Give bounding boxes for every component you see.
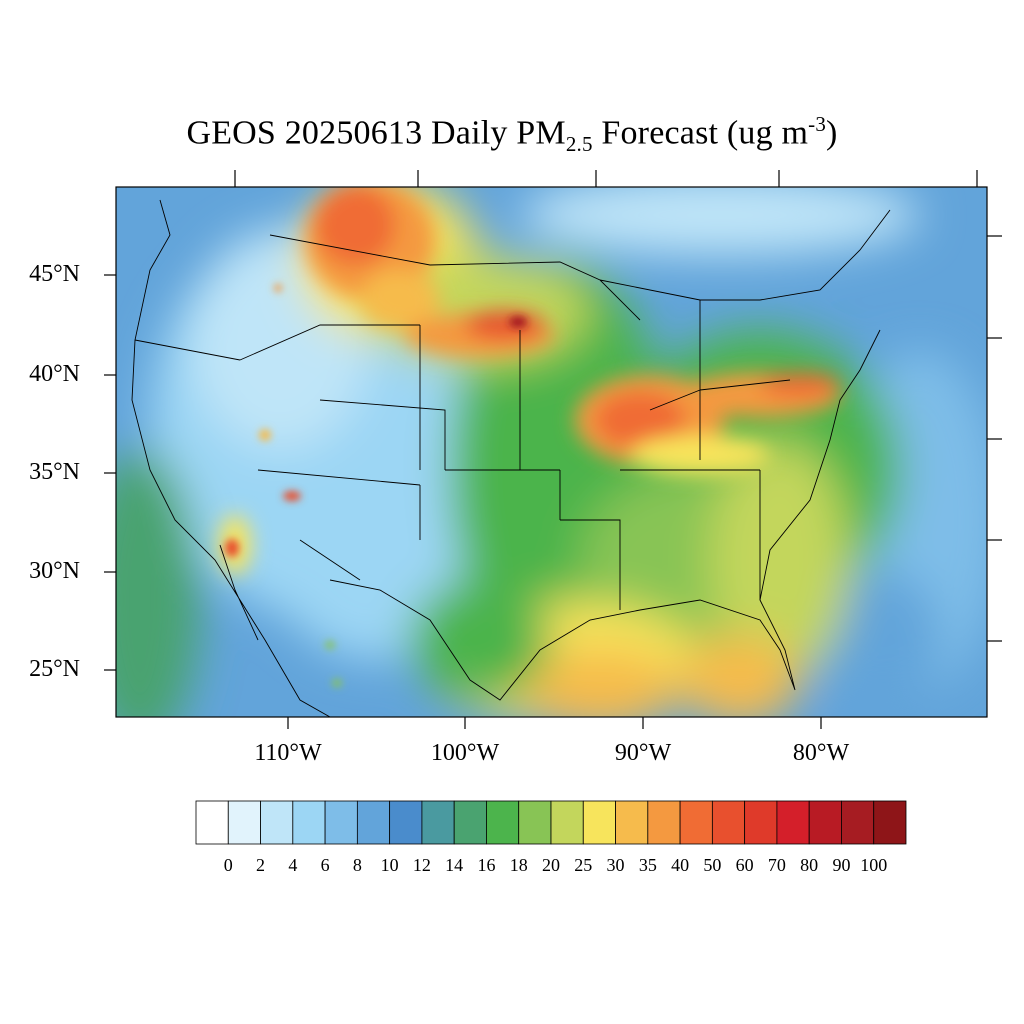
colorbar-swatch (841, 800, 875, 845)
colorbar-swatch (647, 800, 681, 845)
colorbar-swatch (550, 800, 584, 845)
colorbar-label: 30 (606, 855, 625, 875)
title-superscript: -3 (808, 112, 827, 136)
colorbar-swatch (582, 800, 616, 845)
colorbar-swatch (679, 800, 713, 845)
coastline-borders (131, 199, 891, 717)
colorbar-swatch (518, 800, 552, 845)
pm25-field (116, 187, 987, 717)
colorbar-label: 0 (223, 855, 233, 875)
colorbar-swatch (389, 800, 423, 845)
lat-label-30n: 30°N (29, 558, 80, 584)
lon-label-80w: 80°W (792, 740, 850, 766)
lat-label-25n: 25°N (29, 656, 80, 682)
colorbar-label: 14 (445, 855, 464, 875)
colorbar-swatch (453, 800, 487, 845)
colorbar-label: 10 (380, 855, 399, 875)
colorbar-label: 70 (767, 855, 786, 875)
colorbar-swatch (324, 800, 358, 845)
colorbar-swatch (292, 800, 326, 845)
lat-label-40n: 40°N (29, 361, 80, 387)
lat-label-35n: 35°N (29, 459, 80, 485)
colorbar-swatch (421, 800, 455, 845)
colorbar-swatch (195, 800, 229, 845)
colorbar-label: 80 (800, 855, 819, 875)
colorbar-label: 20 (542, 855, 560, 875)
colorbar-swatch (615, 800, 649, 845)
colorbar-swatch (711, 800, 746, 845)
colorbar-label: 18 (509, 855, 528, 875)
colorbar-label: 90 (832, 855, 851, 875)
colorbar-swatch (486, 800, 520, 845)
colorbar-label: 25 (574, 855, 593, 875)
colorbar-label: 35 (638, 855, 657, 875)
lon-label-90w: 90°W (614, 740, 672, 766)
colorbar-label: 12 (412, 855, 431, 875)
plot-frame (115, 186, 988, 718)
lon-label-100w: 100°W (430, 740, 500, 766)
colorbar-label: 100 (860, 855, 888, 875)
lon-label-110w: 110°W (254, 740, 322, 766)
colorbar-swatch (227, 800, 261, 845)
colorbar-label: 60 (735, 855, 754, 875)
colorbar-label: 2 (256, 855, 266, 875)
colorbar-label: 16 (477, 855, 496, 875)
colorbar-swatch (260, 800, 294, 845)
colorbar-label: 40 (671, 855, 690, 875)
colorbar-label: 6 (320, 855, 330, 875)
colorbar-swatch (356, 800, 391, 845)
lat-label-45n: 45°N (29, 261, 80, 287)
title-subscript: 2.5 (565, 132, 593, 157)
axis-ticks (104, 170, 1002, 729)
colorbar-swatch (744, 800, 778, 845)
colorbar (195, 800, 907, 845)
colorbar-label: 8 (352, 855, 362, 875)
title-main: GEOS 20250613 Daily PM (186, 114, 566, 152)
title-suffix: Forecast (ug m (592, 114, 809, 152)
title-close: ) (826, 114, 838, 152)
colorbar-swatch (873, 800, 907, 845)
colorbar-label: 50 (703, 855, 722, 875)
colorbar-label: 4 (288, 855, 298, 875)
map-title: GEOS 20250613 Daily PM2.5 Forecast (ug m… (0, 112, 1024, 157)
colorbar-swatch (776, 800, 810, 845)
colorbar-swatch (808, 800, 842, 845)
